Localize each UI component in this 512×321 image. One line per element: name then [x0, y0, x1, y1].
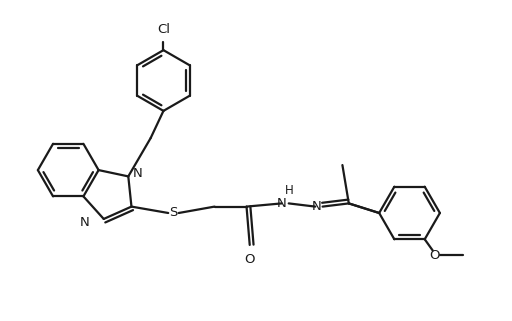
Text: Cl: Cl — [157, 23, 170, 36]
Text: N: N — [277, 197, 287, 210]
Text: N: N — [79, 216, 90, 229]
Text: O: O — [429, 249, 439, 262]
Text: S: S — [169, 206, 177, 220]
Text: H: H — [285, 184, 293, 197]
Text: N: N — [133, 167, 143, 180]
Text: O: O — [244, 253, 255, 266]
Text: N: N — [312, 200, 322, 213]
